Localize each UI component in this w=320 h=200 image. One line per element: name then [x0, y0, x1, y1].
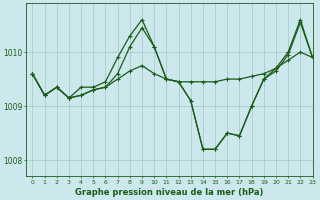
- X-axis label: Graphe pression niveau de la mer (hPa): Graphe pression niveau de la mer (hPa): [75, 188, 264, 197]
